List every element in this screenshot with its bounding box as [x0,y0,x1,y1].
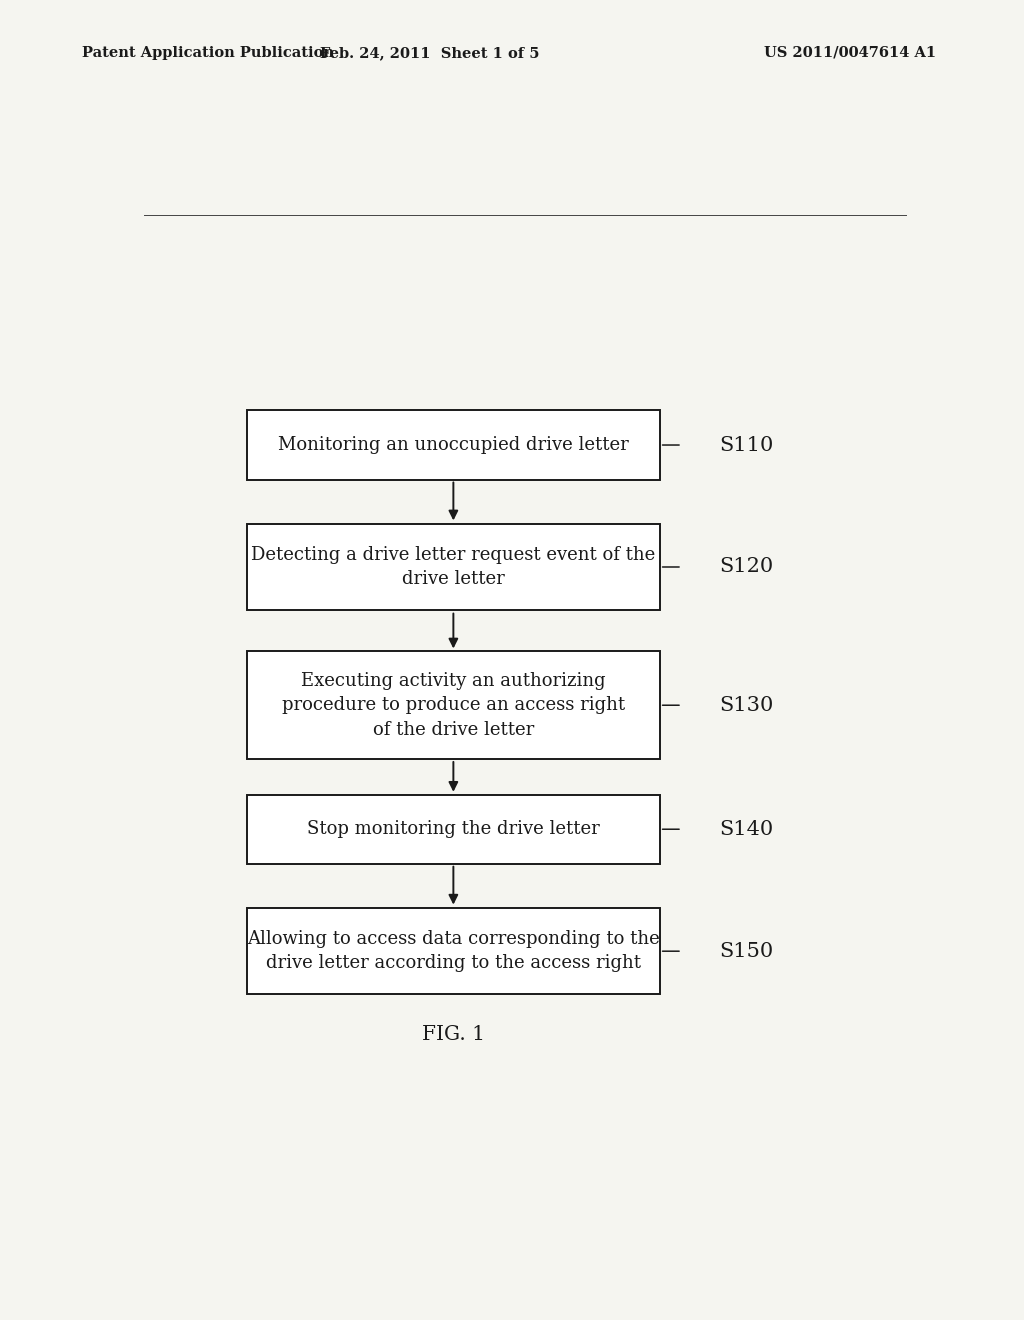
Text: FIG. 1: FIG. 1 [422,1026,485,1044]
Text: procedure to produce an access right: procedure to produce an access right [282,696,625,714]
Text: Stop monitoring the drive letter: Stop monitoring the drive letter [307,820,600,838]
Bar [247,411,659,479]
Bar [247,908,659,994]
Text: Detecting a drive letter request event of the: Detecting a drive letter request event o… [251,545,655,564]
Text: Allowing to access data corresponding to the: Allowing to access data corresponding to… [247,931,659,948]
Text: of the drive letter: of the drive letter [373,721,534,739]
Text: Monitoring an unoccupied drive letter: Monitoring an unoccupied drive letter [278,436,629,454]
Text: S150: S150 [719,941,773,961]
Text: S140: S140 [719,820,773,838]
Text: drive letter according to the access right: drive letter according to the access rig… [266,954,641,973]
Text: US 2011/0047614 A1: US 2011/0047614 A1 [764,46,936,59]
Text: Feb. 24, 2011  Sheet 1 of 5: Feb. 24, 2011 Sheet 1 of 5 [321,46,540,59]
Text: S130: S130 [719,696,773,714]
Bar [247,795,659,863]
Text: drive letter: drive letter [402,570,505,589]
Bar [247,524,659,610]
Text: Executing activity an authorizing: Executing activity an authorizing [301,672,605,690]
Text: S110: S110 [719,436,773,454]
Bar [247,651,659,759]
Text: Patent Application Publication: Patent Application Publication [82,46,334,59]
Text: S120: S120 [719,557,773,577]
